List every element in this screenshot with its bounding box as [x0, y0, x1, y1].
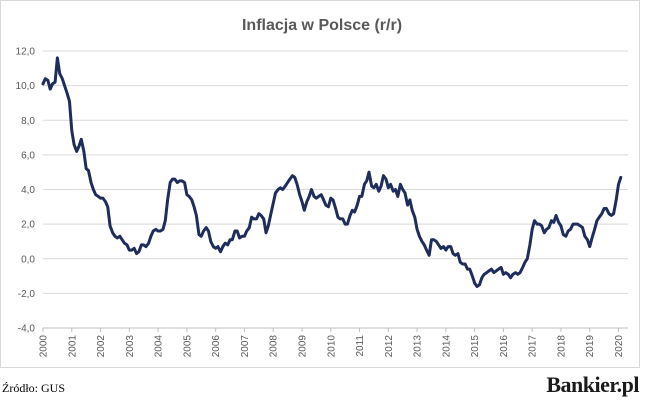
chart-title: Inflacja w Polsce (r/r) [242, 17, 402, 34]
x-tick-label: 2008 [269, 335, 280, 358]
x-tick-label: 2017 [528, 335, 539, 358]
x-tick-label: 2018 [556, 335, 567, 358]
x-axis-tick-labels: 2000 2001 2002 2003 2004 2005 2006 2007 2008 2009… [39, 328, 625, 358]
x-tick-label: 2004 [154, 335, 165, 358]
x-tick-label: 2012 [384, 335, 395, 358]
inflation-series-line [41, 56, 623, 288]
x-tick-label: 2015 [470, 335, 481, 358]
x-tick-label: 2001 [67, 335, 78, 358]
x-tick-label: 2013 [413, 335, 424, 358]
y-tick-label: -4,0 [18, 324, 36, 335]
y-tick-label: -2,0 [18, 289, 36, 300]
x-tick-label: 2007 [240, 335, 251, 358]
x-tick-label: 2010 [326, 335, 337, 358]
gridlines [43, 50, 628, 329]
chart-frame: Inflacja w Polsce (r/r) 12,0 10,0 8,0 6,0 4,… [0, 0, 640, 368]
y-tick-label: 10,0 [16, 81, 36, 92]
x-tick-label: 2003 [125, 335, 136, 358]
x-tick-label: 2019 [585, 335, 596, 358]
y-tick-label: 2,0 [21, 220, 35, 231]
source-note: Źródło: GUS [2, 381, 65, 395]
brand-logo-text: Bankier.pl [546, 372, 639, 397]
x-tick-label: 2006 [211, 335, 222, 358]
y-tick-label: 12,0 [16, 47, 36, 58]
y-tick-label: 0,0 [21, 254, 35, 265]
y-tick-label: 6,0 [21, 150, 35, 161]
x-tick-label: 2016 [499, 335, 510, 358]
x-tick-label: 2011 [355, 335, 366, 357]
x-tick-label: 2005 [182, 335, 193, 358]
y-axis-tick-labels: 12,0 10,0 8,0 6,0 4,0 2,0 0,0 -2,0 -4,0 [16, 47, 36, 335]
x-tick-label: 2014 [441, 335, 452, 358]
x-tick-label: 2009 [297, 335, 308, 358]
x-tick-label: 2020 [614, 335, 625, 358]
x-tick-label: 2002 [96, 335, 107, 358]
y-tick-label: 8,0 [21, 116, 35, 127]
y-tick-label: 4,0 [21, 185, 35, 196]
x-tick-label: 2000 [39, 335, 50, 358]
inflation-line-chart: Inflacja w Polsce (r/r) 12,0 10,0 8,0 6,0 4,… [16, 17, 628, 358]
